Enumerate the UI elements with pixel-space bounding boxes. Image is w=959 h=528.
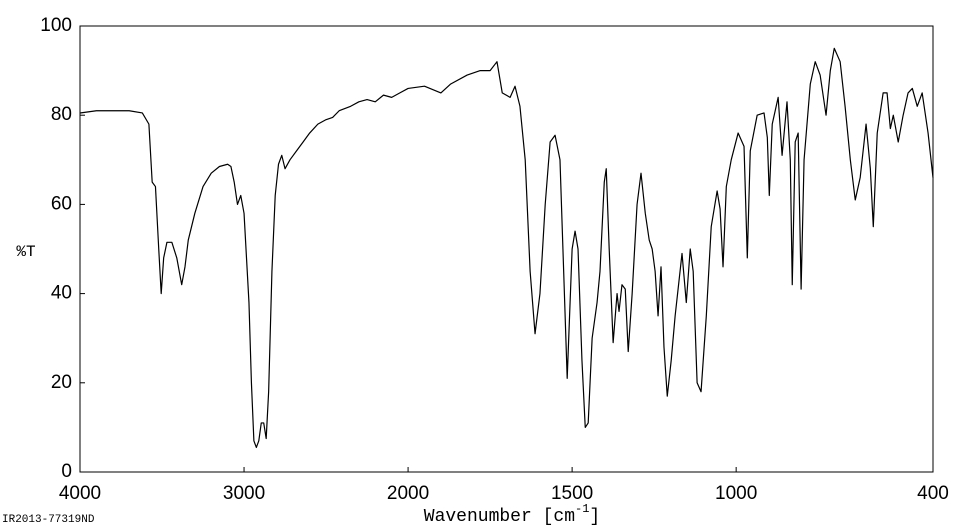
x-axis-label-end: ] xyxy=(589,507,600,527)
footnote: IR2013-77319ND xyxy=(2,514,95,526)
x-axis-label-sup: -1 xyxy=(575,502,589,516)
y-axis-label: %T xyxy=(16,243,35,261)
x-axis-label-text: Wavenumber [cm xyxy=(424,507,575,527)
spectrum-line xyxy=(79,47,934,449)
x-tick-label: 1000 xyxy=(715,483,757,504)
x-tick-label: 400 xyxy=(917,483,949,504)
y-tick-label: 0 xyxy=(61,461,72,482)
x-axis-label: Wavenumber [cm-1] xyxy=(424,502,600,527)
x-tick-label: 2000 xyxy=(387,483,429,504)
y-tick-label: 60 xyxy=(51,193,72,214)
y-tick-label: 20 xyxy=(51,372,72,393)
y-tick-label: 80 xyxy=(51,104,72,125)
x-tick-label: 4000 xyxy=(59,483,101,504)
plot-frame xyxy=(79,25,934,473)
x-tick-label: 3000 xyxy=(223,483,265,504)
y-tick-label: 100 xyxy=(40,15,72,36)
x-tick-label: 1500 xyxy=(551,483,593,504)
y-tick-label: 40 xyxy=(51,283,72,304)
